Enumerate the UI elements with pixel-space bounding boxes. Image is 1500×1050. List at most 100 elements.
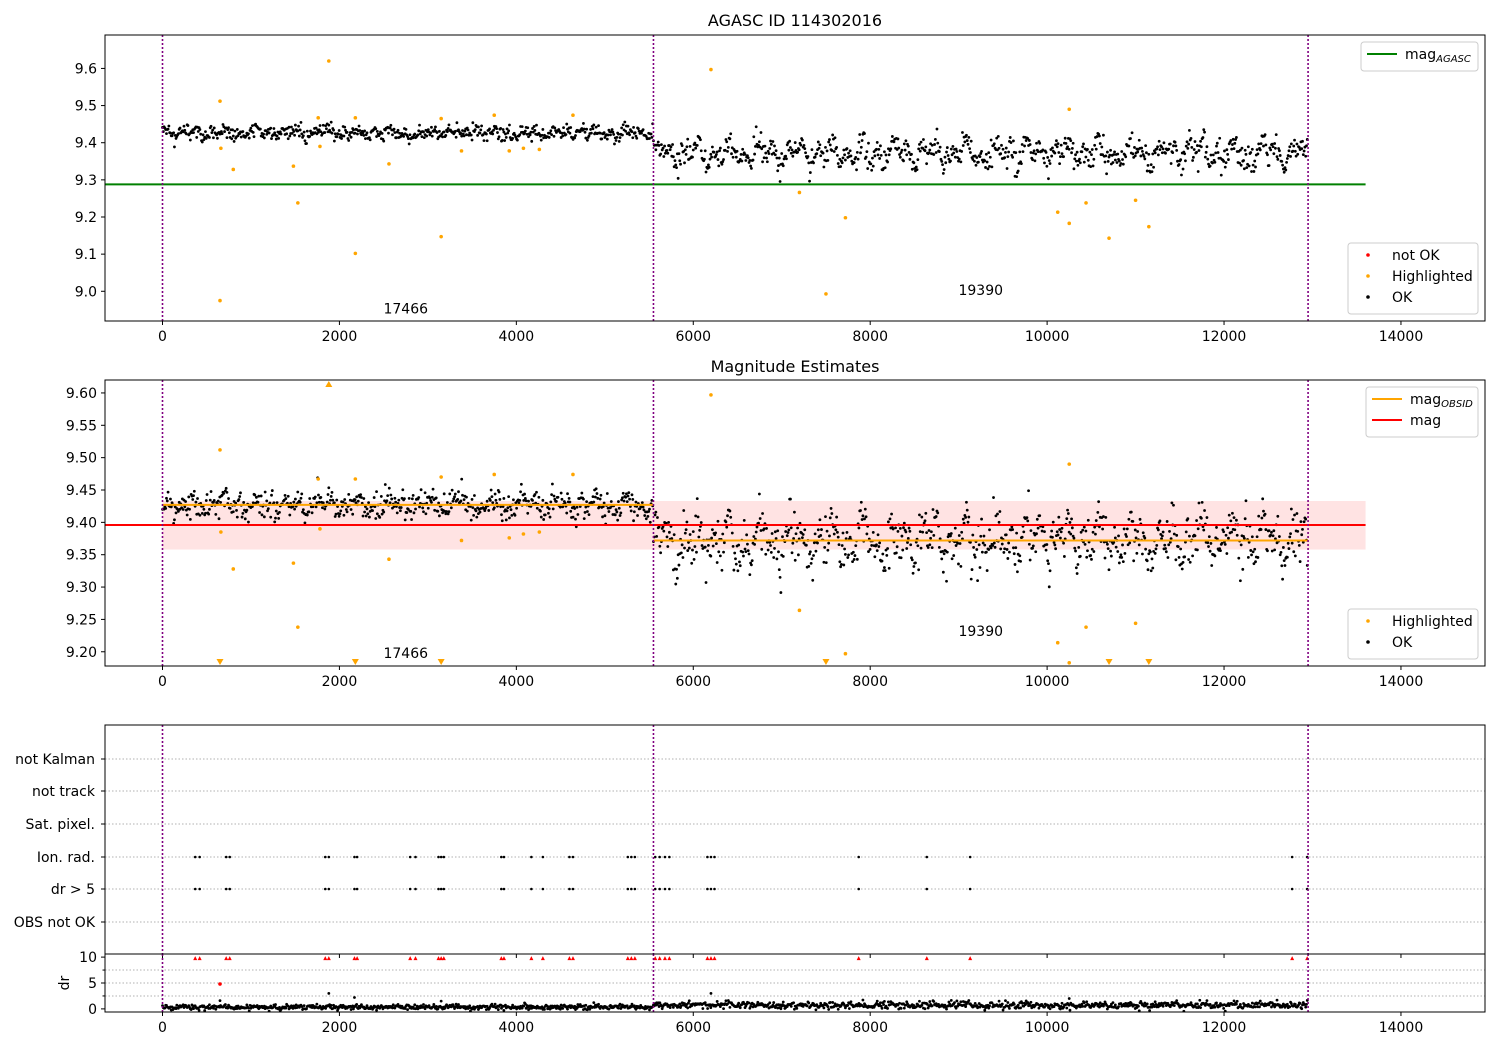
ok-point (975, 548, 979, 551)
ok-point (1028, 143, 1032, 146)
ok-point (989, 138, 993, 142)
ok-point (1262, 509, 1265, 513)
ok-point (881, 552, 885, 556)
ok-point (1062, 555, 1066, 558)
ok-point (723, 148, 727, 152)
ok-point (355, 1003, 359, 1006)
ok-point (1153, 151, 1157, 155)
ok-point (1056, 533, 1060, 537)
ok-point (396, 128, 400, 132)
ok-point (1137, 1004, 1140, 1008)
ok-point (746, 156, 750, 160)
y-tick-label: 9.5 (75, 99, 97, 115)
ok-point (405, 511, 409, 514)
ok-point (582, 517, 586, 520)
ok-point (439, 999, 443, 1003)
ok-point (1202, 128, 1206, 132)
highlighted-point (291, 164, 296, 168)
ok-point (526, 126, 530, 130)
ok-point (877, 545, 881, 548)
ok-point (1305, 1002, 1308, 1006)
ok-point (342, 513, 346, 517)
ok-point (375, 129, 379, 133)
ok-point (763, 144, 767, 148)
ok-point (880, 1006, 884, 1010)
ok-point (1270, 530, 1273, 534)
ok-point (230, 137, 234, 141)
ok-point (1112, 541, 1116, 544)
ok-point (220, 132, 224, 136)
ok-point (775, 156, 779, 160)
ok-point (923, 519, 927, 523)
ok-point (525, 132, 529, 136)
ok-point (1028, 558, 1032, 562)
ok-point (733, 551, 737, 555)
ok-point (1259, 528, 1263, 531)
legend-label: OK (1392, 290, 1413, 306)
ok-point (942, 168, 946, 171)
ok-point (855, 557, 859, 561)
ok-point (329, 494, 333, 498)
ok-point (258, 127, 262, 131)
ok-point (1243, 517, 1247, 521)
ok-point (594, 487, 598, 491)
ok-point (721, 532, 725, 536)
ok-point (1141, 531, 1145, 535)
ok-point (808, 550, 812, 554)
ok-point (518, 499, 522, 502)
ok-point (228, 506, 232, 510)
ok-point (1247, 164, 1251, 168)
ok-point (406, 508, 410, 511)
ok-point (286, 1004, 290, 1008)
highlighted-point (353, 251, 358, 256)
ok-point (661, 146, 665, 150)
ok-point (1255, 535, 1259, 539)
ok-point (1193, 140, 1197, 143)
ok-point (676, 176, 680, 180)
ok-point (314, 126, 318, 130)
ok-point (493, 1002, 497, 1006)
ok-point (566, 492, 569, 496)
ok-point (835, 515, 839, 519)
ok-point (1066, 512, 1070, 515)
ok-point (704, 581, 708, 584)
ok-point (1037, 1006, 1041, 1010)
ok-point (585, 127, 589, 131)
ok-point (313, 495, 317, 499)
ok-point (1300, 147, 1304, 151)
ok-point (631, 136, 635, 140)
flag-point (571, 887, 575, 891)
ok-point (925, 162, 929, 166)
ok-point (1263, 133, 1267, 137)
ok-point (696, 515, 700, 519)
ok-point (809, 562, 813, 565)
ok-point (973, 555, 977, 559)
ok-point (1109, 554, 1113, 558)
ok-point (1200, 500, 1204, 504)
ok-point (327, 123, 331, 127)
ok-point (543, 513, 547, 517)
ok-point (1270, 549, 1274, 553)
dr-clipped-marker (856, 956, 861, 961)
ok-point (969, 151, 972, 154)
ok-point (879, 1001, 882, 1005)
ok-point (1025, 516, 1029, 520)
ok-point (732, 568, 736, 572)
ok-point (992, 541, 996, 545)
ok-point (172, 131, 176, 135)
ok-point (164, 506, 168, 510)
ok-point (1001, 1008, 1005, 1012)
ok-point (584, 1003, 588, 1007)
ok-point (1073, 546, 1077, 550)
ok-point (762, 527, 766, 531)
ok-point (1273, 142, 1277, 145)
ok-point (1059, 155, 1062, 158)
ok-point (771, 140, 775, 143)
ok-point (969, 540, 972, 544)
ok-point (621, 123, 625, 127)
ok-point (891, 527, 895, 531)
ok-point (1016, 570, 1019, 574)
ok-point (790, 551, 794, 555)
ok-point (1187, 142, 1191, 146)
